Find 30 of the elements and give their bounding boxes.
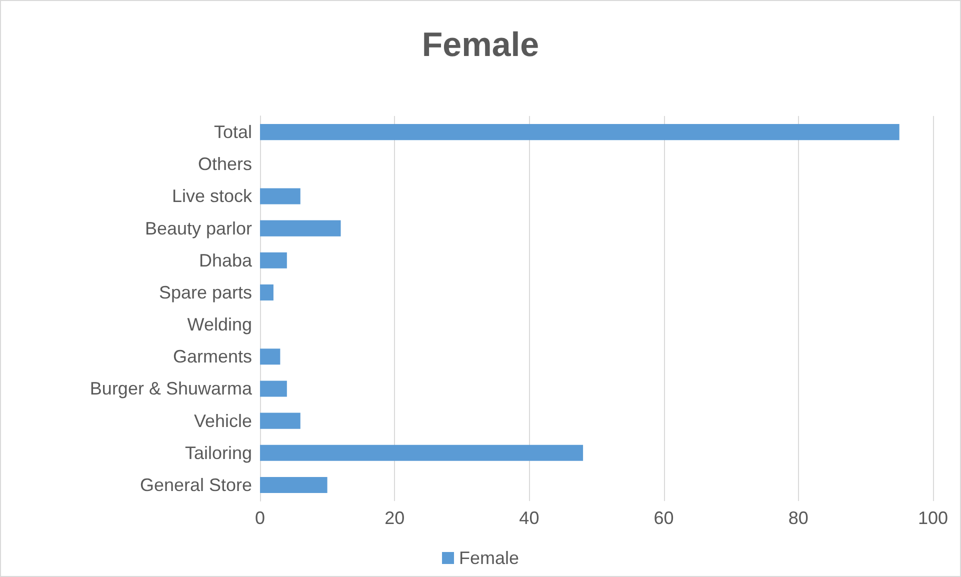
y-tick-label: Vehicle xyxy=(194,410,252,431)
chart-title: Female xyxy=(422,26,540,64)
x-tick-label: 40 xyxy=(519,508,540,528)
bar xyxy=(260,284,274,300)
bar xyxy=(260,124,900,140)
bar xyxy=(260,188,300,204)
y-tick-label: General Store xyxy=(140,474,252,495)
bar xyxy=(260,412,300,429)
y-tick-label: Beauty parlor xyxy=(144,218,252,238)
y-tick-label: Dhaba xyxy=(198,250,253,270)
x-tick-label: 100 xyxy=(918,508,948,528)
y-tick-label: Spare parts xyxy=(158,282,252,302)
y-tick-label: Garments xyxy=(172,346,252,367)
bar xyxy=(260,380,287,397)
y-tick-label: Burger & Shuwarma xyxy=(90,378,253,399)
y-tick-label: Total xyxy=(214,122,252,142)
y-tick-label: Others xyxy=(198,154,252,174)
y-tick-label: Live stock xyxy=(172,186,253,206)
legend-label: Female xyxy=(458,548,520,568)
bar xyxy=(260,252,287,268)
y-tick-label: Tailoring xyxy=(184,442,252,463)
x-tick-label: 80 xyxy=(788,508,808,528)
x-tick-label: 0 xyxy=(254,508,266,528)
x-tick-label: 20 xyxy=(384,508,405,528)
bar xyxy=(260,348,280,365)
bar xyxy=(260,476,328,493)
y-tick-label: Welding xyxy=(187,314,252,335)
x-tick-label: 60 xyxy=(654,508,674,528)
bar xyxy=(260,220,341,236)
bar xyxy=(260,444,584,461)
